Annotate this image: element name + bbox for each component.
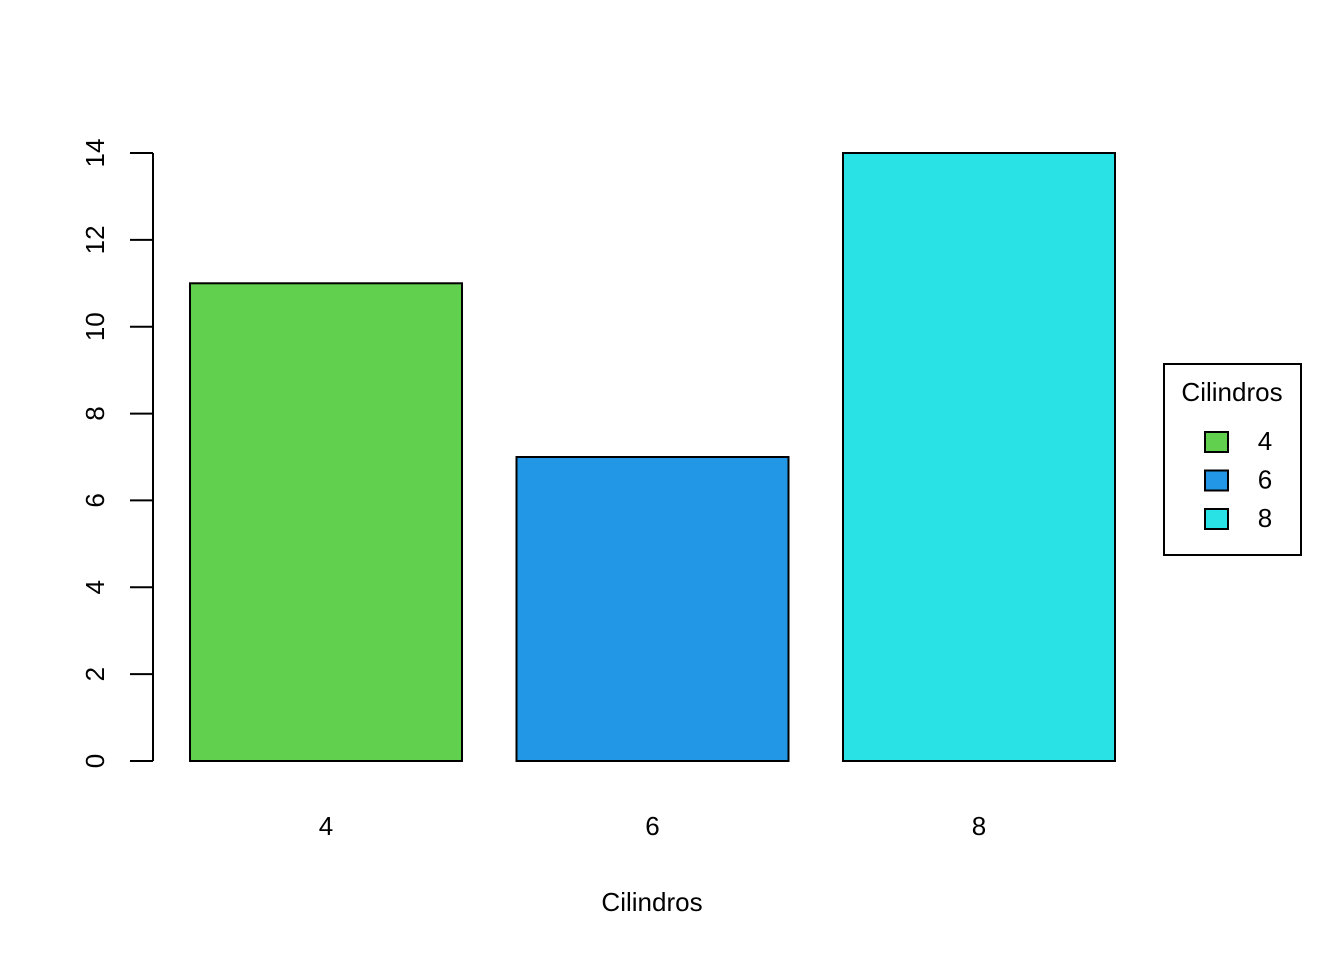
bar <box>189 282 463 762</box>
y-tick-label: 6 <box>80 493 110 507</box>
bar <box>842 152 1116 762</box>
legend-swatch <box>1204 431 1229 453</box>
legend-label: 6 <box>1258 464 1272 494</box>
legend-label: 4 <box>1258 426 1272 456</box>
x-tick-label: 4 <box>319 811 333 841</box>
y-tick-label: 14 <box>80 139 110 168</box>
legend-swatch <box>1204 469 1229 492</box>
y-tick-label: 2 <box>80 667 110 681</box>
x-axis-label: Cilindros <box>601 887 702 917</box>
x-tick-label: 8 <box>972 811 986 841</box>
y-tick-label: 4 <box>80 580 110 594</box>
legend-swatch <box>1204 508 1229 530</box>
legend-label: 8 <box>1258 503 1272 533</box>
x-tick-label: 6 <box>645 811 659 841</box>
y-tick-label: 10 <box>80 312 110 341</box>
y-tick-label: 8 <box>80 406 110 420</box>
legend-title: Cilindros <box>1181 377 1282 407</box>
y-tick-label: 12 <box>80 225 110 254</box>
legend-box <box>1163 363 1302 556</box>
bar <box>515 456 790 762</box>
y-tick-label: 0 <box>80 754 110 768</box>
